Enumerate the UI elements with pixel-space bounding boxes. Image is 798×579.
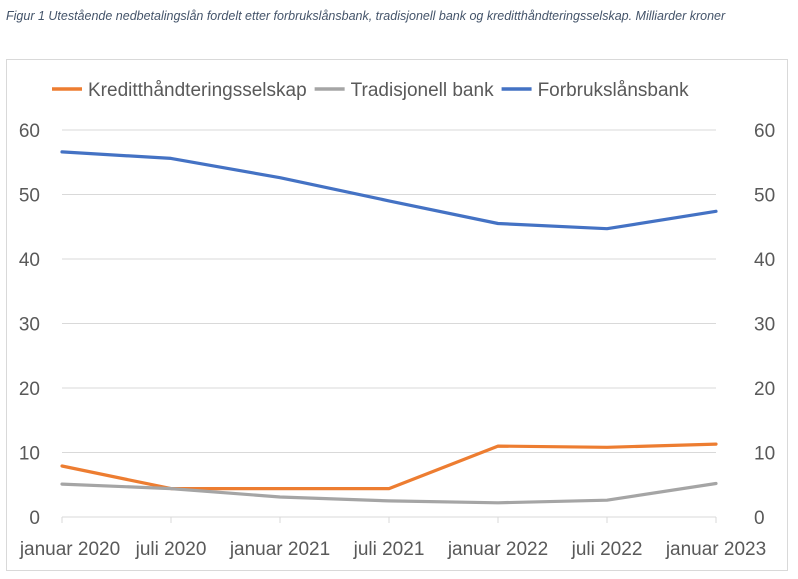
legend-label: Kreditthåndteringsselskap — [88, 80, 307, 101]
x-tick-label: januar 2020 — [19, 539, 120, 560]
y-tick-label-right: 10 — [754, 444, 775, 465]
series-line-2 — [60, 150, 718, 231]
gridlines — [62, 129, 716, 453]
x-tick-label: januar 2023 — [665, 539, 766, 560]
y-axis-right: 0 10 20 30 40 50 60 — [754, 121, 775, 529]
y-tick-label-right: 0 — [754, 508, 765, 529]
y-tick-label-left: 50 — [19, 186, 40, 207]
legend-label: Tradisjonell bank — [351, 80, 494, 101]
y-tick-label-right: 40 — [754, 250, 775, 271]
x-tick-label: juli 2022 — [571, 539, 643, 560]
series-lines — [60, 150, 718, 505]
y-tick-label-left: 30 — [19, 315, 40, 336]
figure-caption: Figur 1 Utestående nedbetalingslån forde… — [6, 9, 726, 23]
x-tick-label: januar 2021 — [229, 539, 330, 560]
x-tick-label: juli 2021 — [353, 539, 425, 560]
y-tick-label-right: 50 — [754, 186, 775, 207]
x-axis: januar 2020 juli 2020 januar 2021 juli 2021… — [19, 516, 766, 560]
y-axis-left: 0 10 20 30 40 50 60 — [19, 121, 40, 529]
legend: Kreditthåndteringsselskap Tradisjonell ba… — [52, 80, 689, 101]
y-tick-label-right: 30 — [754, 315, 775, 336]
series-line-0 — [60, 442, 718, 491]
y-tick-label-right: 60 — [754, 121, 775, 142]
y-tick-label-left: 40 — [19, 250, 40, 271]
series-line-1 — [60, 481, 718, 505]
y-tick-label-right: 20 — [754, 379, 775, 400]
legend-label: Forbrukslånsbank — [538, 80, 690, 101]
x-tick-label: januar 2022 — [447, 539, 548, 560]
y-tick-label-left: 20 — [19, 379, 40, 400]
y-tick-label-left: 10 — [19, 444, 40, 465]
y-tick-label-left: 60 — [19, 121, 40, 142]
y-tick-label-left: 0 — [29, 508, 40, 529]
x-tick-label: juli 2020 — [135, 539, 207, 560]
